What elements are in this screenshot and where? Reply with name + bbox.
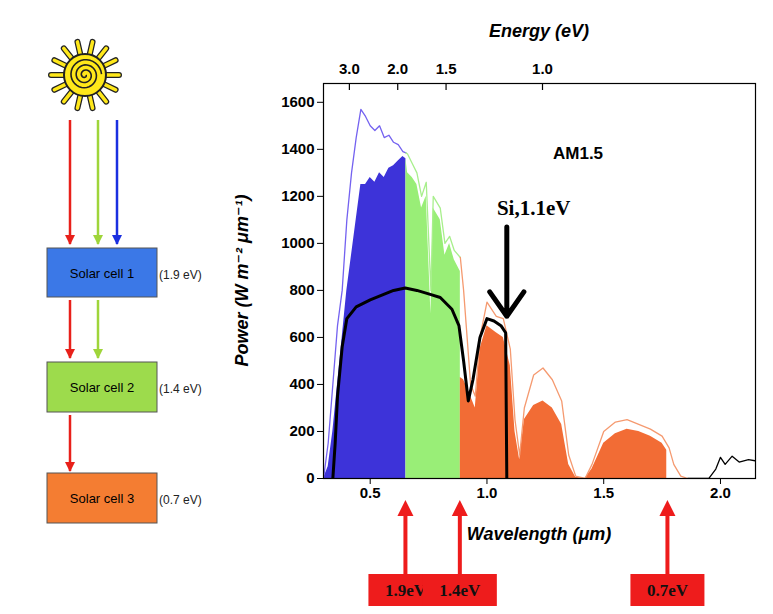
svg-text:0.5: 0.5 [360, 484, 381, 501]
svg-text:0: 0 [306, 469, 314, 486]
svg-text:800: 800 [289, 281, 314, 298]
svg-text:2.0: 2.0 [387, 60, 408, 77]
svg-text:(1.9 eV): (1.9 eV) [159, 268, 202, 282]
svg-text:2.0: 2.0 [710, 484, 731, 501]
svg-text:1000: 1000 [281, 234, 314, 251]
svg-text:1.9eV: 1.9eV [385, 581, 427, 600]
svg-text:1400: 1400 [281, 140, 314, 157]
svg-text:1600: 1600 [281, 93, 314, 110]
svg-text:1.5: 1.5 [593, 484, 614, 501]
svg-text:(0.7 eV): (0.7 eV) [159, 493, 202, 507]
svg-text:1.0: 1.0 [477, 484, 498, 501]
svg-text:Si,1.1eV: Si,1.1eV [497, 196, 571, 220]
svg-text:200: 200 [289, 422, 314, 439]
svg-text:(1.4 eV): (1.4 eV) [159, 382, 202, 396]
svg-text:600: 600 [289, 328, 314, 345]
svg-text:1200: 1200 [281, 187, 314, 204]
svg-text:1.0: 1.0 [532, 60, 553, 77]
svg-text:Solar cell 3: Solar cell 3 [70, 491, 134, 506]
svg-text:400: 400 [289, 375, 314, 392]
svg-text:Solar cell 1: Solar cell 1 [70, 266, 134, 281]
svg-text:Wavelength (μm): Wavelength (μm) [467, 524, 612, 544]
svg-text:0.7eV: 0.7eV [647, 581, 689, 600]
svg-text:Energy (eV): Energy (eV) [489, 21, 589, 41]
svg-text:3.0: 3.0 [339, 60, 360, 77]
svg-text:Solar cell 2: Solar cell 2 [70, 380, 134, 395]
svg-text:1.4eV: 1.4eV [439, 581, 481, 600]
svg-text:1.5: 1.5 [436, 60, 457, 77]
svg-text:AM1.5: AM1.5 [553, 144, 603, 163]
svg-text:Power (W m⁻² μm⁻¹): Power (W m⁻² μm⁻¹) [232, 195, 252, 367]
